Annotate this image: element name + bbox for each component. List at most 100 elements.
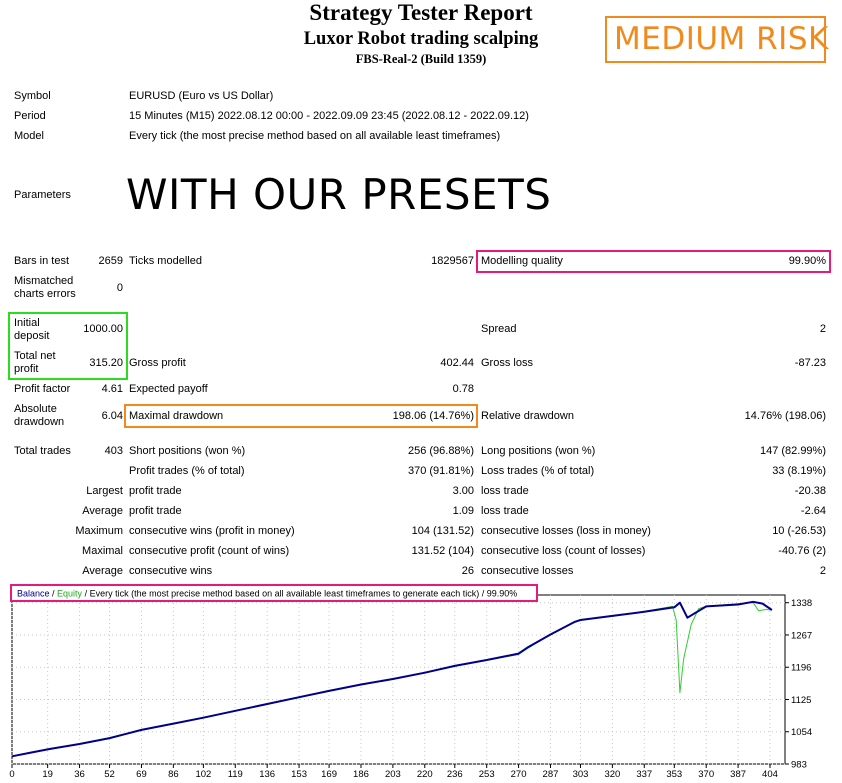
x-tick-label: 370 <box>698 769 714 780</box>
short-label: Short positions (won %) <box>129 445 246 457</box>
long-value: 147 (82.99%) <box>759 445 826 457</box>
presets-overlay: WITH OUR PRESETS <box>126 170 552 219</box>
spread-label: Spread <box>481 323 517 335</box>
largest-loss-value: -20.38 <box>794 485 826 497</box>
x-tick-label: 19 <box>42 769 53 780</box>
x-tick-label: 303 <box>573 769 589 780</box>
x-tick-label: 69 <box>136 769 147 780</box>
average-profit-value: 1.09 <box>452 505 474 517</box>
ticks-label: Ticks modelled <box>129 255 202 267</box>
ltrades-label: Loss trades (% of total) <box>481 465 595 477</box>
chart-lines <box>11 600 773 758</box>
x-tick-label: 203 <box>385 769 401 780</box>
average-label: Average <box>82 505 123 517</box>
pf-value: 4.61 <box>101 383 123 395</box>
model-label: Model <box>14 130 44 142</box>
y-tick-label: 1267 <box>791 630 812 641</box>
quality-label: Modelling quality <box>481 255 563 267</box>
max-losses-label: consecutive losses (loss in money) <box>481 525 651 537</box>
parameters-label: Parameters <box>14 189 71 201</box>
max-losses-value: 10 (-26.53) <box>772 525 826 537</box>
x-tick-label: 287 <box>543 769 559 780</box>
x-tick-label: 36 <box>74 769 85 780</box>
average-loss-label: loss trade <box>481 505 529 517</box>
x-tick-label: 136 <box>259 769 275 780</box>
average-profit-label: profit trade <box>129 505 182 517</box>
x-tick-label: 270 <box>511 769 527 780</box>
average-loss-value: -2.64 <box>800 505 826 517</box>
maxdd-label: Maximal drawdown <box>129 410 224 422</box>
absdd-label-1: Absolute <box>14 403 57 415</box>
balance-series-line <box>11 600 773 758</box>
maximal-loss-label: consecutive loss (count of losses) <box>481 545 646 557</box>
deposit-profit-box <box>8 312 128 380</box>
short-value: 256 (96.88%) <box>407 445 474 457</box>
largest-profit-value: 3.00 <box>452 485 474 497</box>
legend-quality: 99.90% <box>487 589 518 599</box>
absdd-label-2: drawdown <box>14 416 65 428</box>
maximal-profit-value: 131.52 (104) <box>411 545 474 557</box>
mismatch-value: 0 <box>116 282 123 294</box>
x-tick-label: 119 <box>228 769 243 780</box>
x-tick-label: 0 <box>9 769 14 780</box>
legend-balance: Balance <box>17 589 50 599</box>
ptrades-value: 370 (91.81%) <box>407 465 474 477</box>
avg-wins-value: 26 <box>461 565 474 577</box>
chart-plot-area <box>11 594 786 765</box>
deposit-label-2: deposit <box>14 330 50 342</box>
legend-equity: Equity <box>57 589 83 599</box>
legend-sep2: / <box>479 589 487 599</box>
deposit-value: 1000.00 <box>83 323 123 335</box>
grossloss-label: Gross loss <box>481 357 533 369</box>
chart-grid <box>11 595 785 765</box>
mismatch-label-1: Mismatched <box>14 275 74 287</box>
risk-badge-text: MEDIUM RISK <box>614 21 829 57</box>
balance-chart: 0 19 36 52 69 86 102 119 136 153 169 186 203 220 236 25… <box>9 584 812 780</box>
x-tick-label: 353 <box>666 769 682 780</box>
netprofit-label-2: profit <box>14 363 39 375</box>
reldd-value: 14.76% (198.06) <box>744 410 826 422</box>
trades-value: 403 <box>104 445 123 457</box>
x-tick-label: 387 <box>730 769 746 780</box>
netprofit-value: 315.20 <box>89 357 123 369</box>
ltrades-value: 33 (8.19%) <box>772 465 826 477</box>
x-tick-label: 52 <box>104 769 115 780</box>
x-tick-label: 169 <box>321 769 337 780</box>
x-tick-label: 153 <box>291 769 307 780</box>
deposit-label-1: Initial <box>14 317 40 329</box>
chart-legend-box <box>10 584 538 602</box>
payoff-value: 0.78 <box>452 383 474 395</box>
bars-value: 2659 <box>98 255 123 267</box>
x-tick-label: 337 <box>636 769 652 780</box>
period-label: Period <box>14 110 46 122</box>
x-tick-label: 220 <box>417 769 433 780</box>
maximal-profit-label: consecutive profit (count of wins) <box>129 545 290 557</box>
trades-label: Total trades <box>14 445 71 457</box>
x-tick-label: 86 <box>168 769 179 780</box>
report-subtitle: Luxor Robot trading scalping <box>303 29 539 49</box>
x-tick-label: 320 <box>604 769 620 780</box>
reldd-label: Relative drawdown <box>481 410 574 422</box>
avg-losses-value: 2 <box>819 565 826 577</box>
quality-value: 99.90% <box>788 255 826 267</box>
grossprofit-value: 402.44 <box>440 357 474 369</box>
maxdd-value: 198.06 (14.76%) <box>392 410 474 422</box>
y-tick-label: 1054 <box>791 727 812 738</box>
x-tick-label: 253 <box>479 769 495 780</box>
legend-sep: / <box>50 589 58 599</box>
ticks-value: 1829567 <box>431 255 474 267</box>
period-value: 15 Minutes (M15) 2022.08.12 00:00 - 2022… <box>129 110 529 122</box>
payoff-label: Expected payoff <box>129 383 208 395</box>
maximal-loss-value: -40.76 (2) <box>778 545 826 557</box>
maximal-label: Maximal <box>82 545 123 557</box>
x-tick-label: 186 <box>353 769 369 780</box>
grossloss-value: -87.23 <box>794 357 826 369</box>
largest-loss-label: loss trade <box>481 485 529 497</box>
legend-rest: / Every tick (the most precise method ba… <box>82 589 479 599</box>
risk-badge: MEDIUM RISK <box>605 16 829 63</box>
avg-losses-label: consecutive losses <box>481 565 574 577</box>
largest-profit-label: profit trade <box>129 485 182 497</box>
avg-wins-label: consecutive wins <box>129 565 213 577</box>
chart-ticks: 0 19 36 52 69 86 102 119 136 153 169 186 203 220 236 25… <box>9 598 812 780</box>
y-tick-label: 983 <box>791 760 807 771</box>
